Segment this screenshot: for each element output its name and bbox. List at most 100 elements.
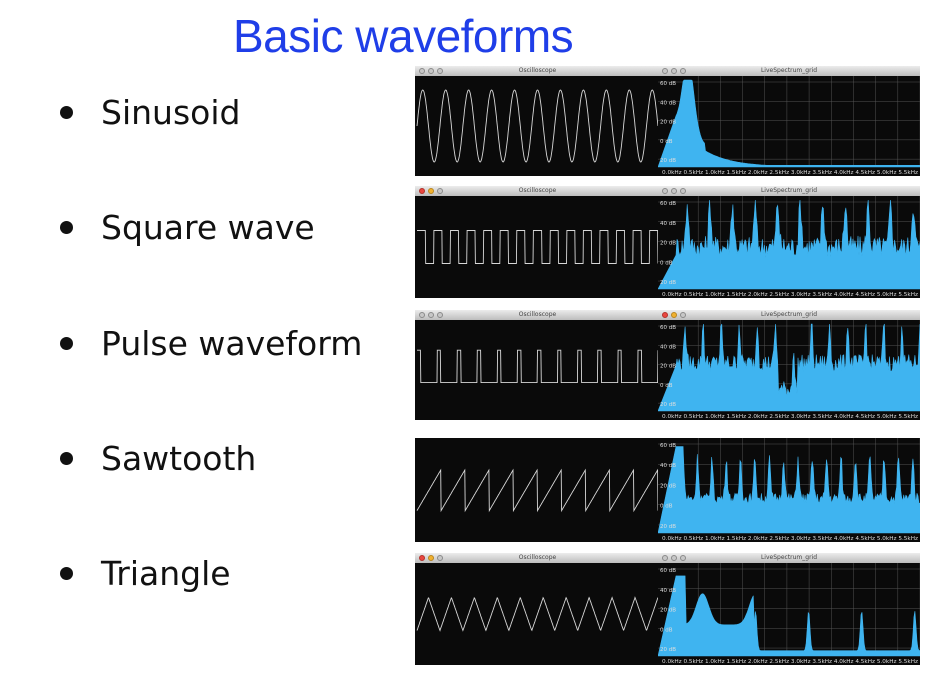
bullet-dot [60,451,73,465]
window-controls[interactable] [419,312,443,318]
zoom-button[interactable] [437,555,443,561]
waveform-trace [416,468,659,513]
bullet-pulse-waveform: Pulse waveform [60,323,362,363]
window-controls[interactable] [662,68,686,74]
oscilloscope-window-sawtooth[interactable] [415,438,660,542]
zoom-button[interactable] [680,555,686,561]
bullet-dot [60,105,73,119]
bullet-label: Square wave [101,207,315,247]
close-button[interactable] [419,555,425,561]
oscilloscope-window-sinusoid[interactable]: Oscilloscope [415,66,660,176]
spectrum-window-square-wave[interactable]: LiveSpectrum_grid 60 dB 40 dB 20 dB 0 dB 20 d… [658,186,920,298]
db-tick-label: 20 dB [660,524,676,530]
db-tick-label: 20 dB [660,608,676,614]
zoom-button[interactable] [680,68,686,74]
zoom-button[interactable] [680,188,686,194]
minimize-button[interactable] [671,312,677,318]
spectrum-plot: 60 dB 40 dB 20 dB 0 dB 20 dB 0.0kHz 0.5kHz 1.… [658,563,920,665]
window-title: LiveSpectrum_grid [760,187,818,194]
db-tick-label: 20 dB [660,364,676,370]
spectrum-window-pulse-waveform[interactable]: LiveSpectrum_grid 60 dB 40 dB 20 dB 0 dB 20 d… [658,310,920,420]
frequency-axis-labels: 0.0kHz 0.5kHz 1.0kHz 1.5kHz 2.0kHz 2.5kH… [662,414,918,420]
bullet-label: Sawtooth [101,438,257,478]
zoom-button[interactable] [437,188,443,194]
window-title: Oscilloscope [518,67,557,74]
db-tick-label: 0 dB [660,260,673,266]
close-button[interactable] [662,312,668,318]
minimize-button[interactable] [671,555,677,561]
minimize-button[interactable] [671,188,677,194]
db-tick-label: 0 dB [660,139,673,145]
db-tick-label: 40 dB [660,588,676,594]
db-tick-label: 20 dB [660,647,676,653]
spectrum-fill [658,79,920,168]
window-titlebar[interactable]: LiveSpectrum_grid [658,66,920,76]
spectrum-window-sawtooth[interactable]: 60 dB 40 dB 20 dB 0 dB 20 dB 0.0kHz 0.5kHz 1.… [658,438,920,542]
window-titlebar[interactable]: Oscilloscope [415,553,660,563]
close-button[interactable] [419,312,425,318]
minimize-button[interactable] [428,188,434,194]
zoom-button[interactable] [680,312,686,318]
waveform-trace [417,349,659,384]
window-titlebar[interactable]: LiveSpectrum_grid [658,186,920,196]
minimize-button[interactable] [428,555,434,561]
minimize-button[interactable] [428,312,434,318]
spectrum-window-sinusoid[interactable]: LiveSpectrum_grid 60 dB 40 dB 20 dB 0 dB 20 d… [658,66,920,176]
window-controls[interactable] [419,555,443,561]
window-titlebar[interactable]: Oscilloscope [415,310,660,320]
oscilloscope-window-triangle[interactable]: Oscilloscope [415,553,660,665]
oscilloscope-trace [416,89,659,163]
db-tick-label: 20 dB [660,158,676,164]
window-controls[interactable] [662,312,686,318]
bullet-triangle: Triangle [60,553,231,593]
close-button[interactable] [662,555,668,561]
zoom-button[interactable] [437,312,443,318]
minimize-button[interactable] [671,68,677,74]
window-controls[interactable] [419,68,443,74]
bullet-label: Sinusoid [101,92,241,132]
frequency-axis-labels: 0.0kHz 0.5kHz 1.0kHz 1.5kHz 2.0kHz 2.5kH… [662,536,918,542]
db-tick-label: 60 dB [660,201,676,207]
window-titlebar[interactable]: LiveSpectrum_grid [658,310,920,320]
oscilloscope-window-square-wave[interactable]: Oscilloscope [415,186,660,298]
spectrum-fill [658,446,920,534]
oscilloscope-trace [417,230,659,264]
db-tick-label: 20 dB [660,280,676,286]
window-title: LiveSpectrum_grid [760,554,818,561]
window-title: LiveSpectrum_grid [760,67,818,74]
close-button[interactable] [662,188,668,194]
window-title: LiveSpectrum_grid [760,311,818,318]
db-tick-label: 20 dB [660,120,676,126]
waveform-trace [417,230,659,264]
window-controls[interactable] [662,555,686,561]
window-titlebar[interactable]: Oscilloscope [415,186,660,196]
spectrum-window-triangle[interactable]: LiveSpectrum_grid 60 dB 40 dB 20 dB 0 dB 20 d… [658,553,920,665]
db-tick-label: 20 dB [660,483,676,489]
window-title: Oscilloscope [518,554,557,561]
window-titlebar[interactable]: LiveSpectrum_grid [658,553,920,563]
db-tick-label: 40 dB [660,344,676,350]
minimize-button[interactable] [428,68,434,74]
zoom-button[interactable] [437,68,443,74]
bullet-sawtooth: Sawtooth [60,438,256,478]
close-button[interactable] [419,188,425,194]
close-button[interactable] [419,68,425,74]
window-controls[interactable] [662,188,686,194]
spectrum-fill [658,199,920,290]
frequency-axis-labels: 0.0kHz 0.5kHz 1.0kHz 1.5kHz 2.0kHz 2.5kH… [662,292,918,298]
bullet-dot [60,220,73,234]
window-titlebar[interactable]: Oscilloscope [415,66,660,76]
db-tick-label: 40 dB [660,463,676,469]
close-button[interactable] [662,68,668,74]
db-tick-label: 0 dB [660,627,673,633]
window-controls[interactable] [419,188,443,194]
window-title: Oscilloscope [518,311,557,318]
oscilloscope-trace [416,468,659,513]
db-tick-label: 40 dB [660,221,676,227]
oscilloscope-window-pulse-waveform[interactable]: Oscilloscope [415,310,660,420]
db-tick-label: 60 dB [660,568,676,574]
db-tick-label: 20 dB [660,402,676,408]
db-tick-label: 0 dB [660,383,673,389]
db-tick-label: 60 dB [660,81,676,87]
bullet-square-wave: Square wave [60,207,315,247]
